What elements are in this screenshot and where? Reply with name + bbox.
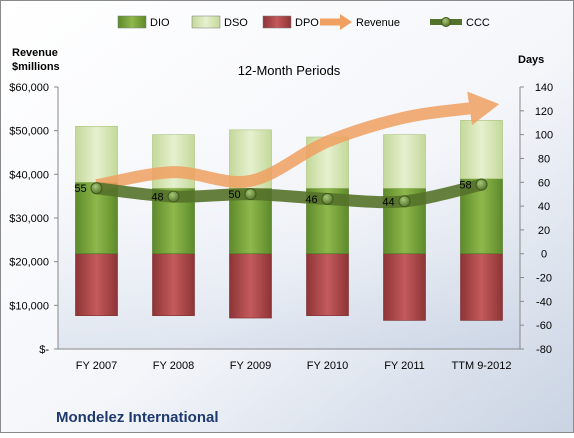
legend-label-dio: DIO <box>150 17 170 29</box>
bar-dpo <box>75 253 118 316</box>
left-tick-label: $60,000 <box>9 82 49 94</box>
bar-dpo <box>383 253 426 321</box>
right-tick-label: 20 <box>538 225 550 237</box>
left-axis-title-line2: $millions <box>12 61 60 73</box>
x-tick-label: FY 2007 <box>76 360 117 372</box>
right-tick-label: 140 <box>535 82 553 94</box>
right-tick-label: -20 <box>536 273 552 285</box>
ccc-data-label: 55 <box>74 183 86 195</box>
legend-label-ccc: CCC <box>466 17 490 29</box>
bar-dpo <box>306 253 349 316</box>
x-tick-label: TTM 9-2012 <box>452 360 512 372</box>
left-axis-title-line1: Revenue <box>12 47 58 59</box>
ccc-data-label: 44 <box>382 196 394 208</box>
bar-dso <box>383 134 426 189</box>
plot-area <box>58 87 520 349</box>
ccc-layer: 55 48 50 46 44 58 <box>74 178 488 209</box>
right-tick-label: 40 <box>538 201 550 213</box>
x-tick-label: FY 2011 <box>384 360 425 372</box>
bar-dso <box>460 120 503 179</box>
x-tick-label: FY 2008 <box>153 360 194 372</box>
ccc-data-label: 48 <box>151 192 163 204</box>
ccc-marker <box>90 182 103 195</box>
right-tick-label: -40 <box>536 296 552 308</box>
ccc-marker <box>167 190 180 203</box>
right-axis-title: Days <box>518 54 544 66</box>
left-tick-label: $20,000 <box>9 257 49 269</box>
x-tick-label: FY 2010 <box>307 360 348 372</box>
ccc-data-label: 50 <box>228 189 240 201</box>
legend-swatch-dso <box>191 15 221 29</box>
bar-dso <box>75 126 118 183</box>
ccc-marker <box>321 192 334 205</box>
bar-dpo <box>229 253 272 319</box>
bar-dso <box>152 134 195 189</box>
bar-dpo <box>152 253 195 316</box>
ccc-data-label: 58 <box>459 180 471 192</box>
right-tick-label: 80 <box>538 153 550 165</box>
right-tick-label: -60 <box>536 320 552 332</box>
legend-arrowhead-revenue <box>340 14 352 30</box>
ccc-marker <box>475 178 488 191</box>
company-name: Mondelez International <box>56 409 219 426</box>
x-axis: FY 2007 FY 2008 FY 2009 FY 2010 FY 2011 TTM 9… <box>58 348 520 372</box>
ccc-line <box>90 178 488 209</box>
legend-label-dso: DSO <box>224 17 248 29</box>
right-tick-label: -80 <box>536 344 552 356</box>
left-tick-label: $30,000 <box>9 213 49 225</box>
bar-dpo <box>460 253 503 321</box>
legend-label-revenue: Revenue <box>356 17 400 29</box>
left-axis: $- $10,000 $20,000 $30,000 $40,000 $50,000 $60… <box>9 82 59 356</box>
legend: DIO DSO DPO Revenue CCC <box>117 14 490 30</box>
legend-marker-ccc <box>441 17 451 27</box>
right-tick-label: 120 <box>535 106 553 118</box>
revenue-layer <box>95 91 500 192</box>
legend-swatch-dio <box>117 15 147 29</box>
revenue-arrowhead <box>467 91 500 126</box>
ccc-data-label: 46 <box>305 194 317 206</box>
left-tick-label: $- <box>39 344 49 356</box>
ccc-marker <box>398 195 411 208</box>
legend-label-dpo: DPO <box>295 17 319 29</box>
chart-title: 12-Month Periods <box>238 63 341 78</box>
right-tick-label: 100 <box>535 130 553 142</box>
legend-swatch-dpo <box>262 15 292 29</box>
left-tick-label: $40,000 <box>9 169 49 181</box>
left-tick-label: $50,000 <box>9 126 49 138</box>
right-axis: -80 -60 -40 -20 0 20 40 60 80 100 120 140 <box>519 82 553 356</box>
left-tick-label: $10,000 <box>9 300 49 312</box>
ccc-marker <box>244 188 257 201</box>
right-tick-label: 60 <box>538 177 550 189</box>
right-tick-label: 0 <box>541 249 547 261</box>
x-tick-label: FY 2009 <box>230 360 271 372</box>
revenue-line <box>95 102 471 192</box>
